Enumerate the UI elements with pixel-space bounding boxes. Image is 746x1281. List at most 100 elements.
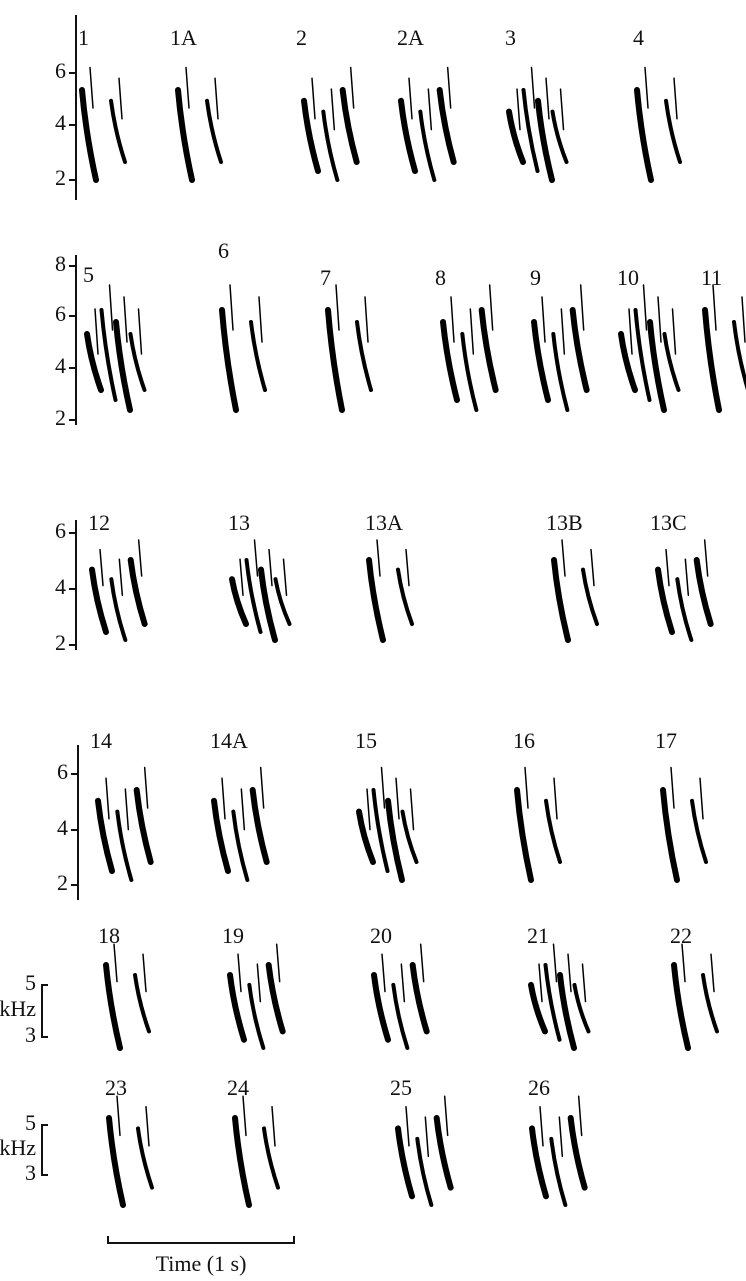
syllable-stroke (99, 308, 118, 402)
syllable-label: 6 (218, 238, 229, 263)
syllable-harmonic (137, 539, 143, 577)
syllable-stroke (664, 98, 682, 164)
syllable-label: 15 (355, 728, 377, 753)
syllable-harmonic (681, 943, 686, 983)
syllable-harmonic (366, 788, 371, 831)
syllable-label: 2A (397, 25, 424, 50)
syllable-harmonic (538, 963, 543, 1003)
syllable-label: 13B (546, 510, 583, 535)
syllable-harmonic (703, 539, 709, 577)
y-tick-label: 2 (55, 630, 66, 655)
syllable-stroke (400, 809, 419, 864)
syllable-label: 1 (78, 25, 89, 50)
syllable-stroke (529, 1125, 549, 1200)
syllable-harmonic (469, 308, 475, 355)
y-tick-label: 3 (25, 1022, 36, 1047)
syllable-harmonic (405, 1105, 410, 1147)
syllable-stroke (249, 787, 270, 865)
syllable-harmonic (409, 788, 415, 831)
syllable-harmonic (560, 308, 566, 355)
syllable-harmonic (381, 953, 386, 993)
syllable-harmonic (282, 558, 288, 596)
syllable-harmonic (671, 308, 677, 355)
y-tick-label: 3 (25, 1160, 36, 1185)
syllable-harmonic (712, 284, 717, 331)
time-scale: Time (1 s) (107, 1236, 295, 1276)
y-tick-label: 2 (55, 165, 66, 190)
scale-label: Time (1 s) (156, 1251, 247, 1276)
syllable-label: 7 (320, 265, 331, 290)
syllable-stroke (385, 797, 405, 883)
syllable-stroke (106, 1115, 126, 1208)
syllable-harmonic (530, 66, 536, 109)
syllable-stroke (551, 557, 571, 643)
syllable-stroke (395, 1125, 415, 1200)
syllable-harmonic (642, 284, 648, 331)
syllable-label: 13C (650, 510, 687, 535)
syllable-harmonic (123, 296, 128, 343)
syllable-harmonic (380, 766, 386, 809)
syllable-harmonic (644, 66, 649, 109)
syllable-harmonic (577, 1095, 583, 1137)
syllable-harmonic (108, 284, 114, 331)
syllable-harmonic (94, 308, 99, 355)
syllable-harmonic (590, 548, 595, 587)
syllable-harmonic (259, 766, 265, 809)
syllable-stroke (433, 1115, 454, 1191)
syllable-harmonic (424, 1116, 430, 1158)
syllable-harmonic (268, 548, 273, 587)
y-tick-label: 4 (55, 574, 66, 599)
syllable-label: 21 (527, 923, 549, 948)
y-tick-label: kHz (0, 1135, 36, 1160)
syllable-harmonic (364, 296, 369, 343)
syllable-label: 4 (633, 25, 644, 50)
syllable-harmonic (258, 296, 263, 343)
syllable-label: 10 (617, 265, 639, 290)
syllable-stroke (436, 87, 457, 165)
syllable-label: 8 (435, 265, 446, 290)
syllable-label: 18 (98, 923, 120, 948)
syllable-harmonic (89, 66, 94, 109)
syllable-harmonic (214, 77, 219, 120)
syllable-label: 23 (105, 1075, 127, 1100)
syllable-stroke (175, 87, 195, 183)
syllable-harmonic (427, 88, 433, 131)
syllable-stroke (572, 982, 591, 1034)
syllable-stroke (409, 962, 430, 1035)
syllable-label: 2 (296, 25, 307, 50)
bracket (41, 984, 48, 1038)
syllable-stroke (133, 787, 154, 865)
syllable-stroke (550, 109, 569, 164)
syllable-harmonic (118, 77, 123, 120)
syllable-label: 16 (513, 728, 535, 753)
syllable-harmonic (400, 963, 406, 1003)
syllable-harmonic (545, 77, 550, 120)
syllable-harmonic (229, 284, 234, 331)
syllable-stroke (440, 319, 460, 403)
syllable-stroke (418, 109, 437, 182)
y-tick-label: 4 (57, 815, 68, 840)
syllable-stroke (109, 98, 127, 164)
syllable-harmonic (408, 77, 413, 120)
syllable-stroke (366, 557, 386, 643)
syllable-stroke (136, 1126, 154, 1190)
syllable-harmonic (561, 539, 566, 577)
y-tick-label: 4 (55, 353, 66, 378)
y-tick-label: 8 (55, 251, 66, 276)
syllable-label: 5 (83, 262, 94, 287)
syllable-stroke (460, 332, 479, 412)
syllable-harmonic (118, 558, 124, 596)
y-tick-label: 6 (55, 518, 66, 543)
syllable-stroke (356, 808, 376, 865)
syllable-stroke (321, 109, 340, 182)
syllable-label: 26 (528, 1075, 550, 1100)
syllable-label: 14 (90, 728, 112, 753)
syllable-stroke (227, 971, 247, 1043)
syllable-stroke (391, 982, 410, 1050)
syllable-stroke (127, 557, 148, 627)
syllable-stroke (103, 962, 123, 1051)
syllable-harmonic (628, 308, 633, 355)
syllable-harmonic (275, 943, 281, 983)
syllable-stroke (258, 566, 278, 643)
